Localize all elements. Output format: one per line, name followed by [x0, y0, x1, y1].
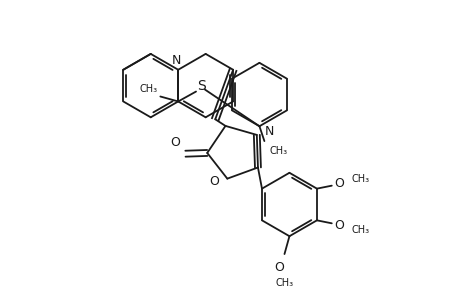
Text: CH₃: CH₃: [351, 174, 369, 184]
Text: N: N: [264, 125, 274, 138]
Text: O: O: [274, 261, 284, 274]
Text: N: N: [171, 54, 180, 67]
Text: CH₃: CH₃: [351, 225, 369, 235]
Text: CH₃: CH₃: [275, 278, 293, 288]
Text: O: O: [334, 219, 344, 232]
Text: CH₃: CH₃: [139, 83, 157, 94]
Text: S: S: [197, 79, 206, 93]
Text: O: O: [334, 177, 344, 190]
Text: CH₃: CH₃: [269, 146, 287, 156]
Text: O: O: [170, 136, 180, 149]
Text: O: O: [209, 175, 219, 188]
